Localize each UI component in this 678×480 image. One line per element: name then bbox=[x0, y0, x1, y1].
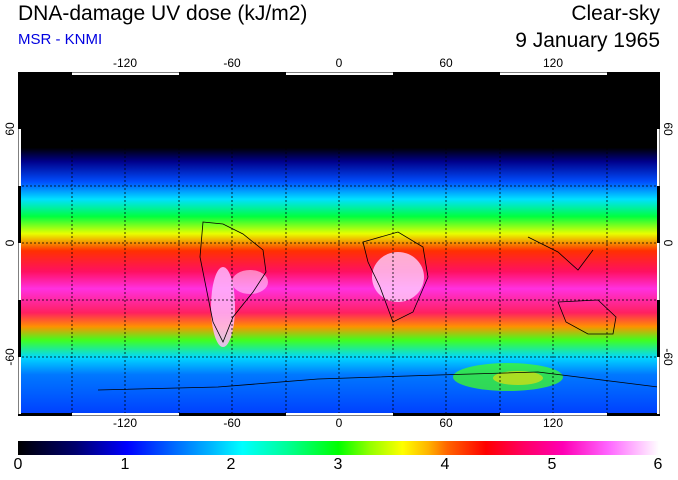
map-title: DNA-damage UV dose (kJ/m2) bbox=[18, 2, 308, 25]
date-label: 9 January 1965 bbox=[515, 29, 660, 52]
colorbar-tick: 1 bbox=[120, 456, 130, 473]
lat-tick-right: 0 bbox=[661, 239, 675, 247]
lon-tick: 0 bbox=[335, 56, 343, 70]
lat-tick-right: -60 bbox=[661, 348, 675, 366]
sky-condition-label: Clear-sky bbox=[571, 2, 660, 25]
graticule bbox=[18, 72, 660, 416]
lat-tick-left: 60 bbox=[3, 122, 17, 136]
lon-tick: 0 bbox=[335, 416, 343, 430]
lon-tick: -120 bbox=[112, 56, 138, 70]
lon-tick: -60 bbox=[223, 56, 241, 70]
uv-dose-world-map bbox=[18, 72, 660, 416]
colorbar-tick: 6 bbox=[653, 456, 663, 473]
lon-tick: 120 bbox=[542, 56, 564, 70]
lon-tick: -60 bbox=[223, 416, 241, 430]
lon-ticks-top: -120 -60 0 60 120 bbox=[18, 56, 660, 72]
lat-tick-right: 60 bbox=[661, 122, 675, 136]
lon-ticks-bottom: -120 -60 0 60 120 bbox=[18, 416, 660, 432]
lon-tick: 60 bbox=[439, 416, 453, 430]
lon-tick: -120 bbox=[112, 416, 138, 430]
lon-tick: 60 bbox=[439, 56, 453, 70]
data-source-label: MSR - KNMI bbox=[18, 31, 103, 48]
colorbar-tick: 5 bbox=[547, 456, 557, 473]
colorbar-tick: 3 bbox=[333, 456, 343, 473]
lon-tick: 120 bbox=[542, 416, 564, 430]
lat-tick-left: 0 bbox=[3, 239, 17, 247]
map-frame bbox=[18, 72, 660, 416]
lat-tick-left: -60 bbox=[3, 348, 17, 366]
colorbar-tick: 4 bbox=[440, 456, 450, 473]
colorbar-tick: 2 bbox=[226, 456, 236, 473]
colorbar-tick: 0 bbox=[13, 456, 23, 473]
colorbar bbox=[18, 441, 659, 455]
